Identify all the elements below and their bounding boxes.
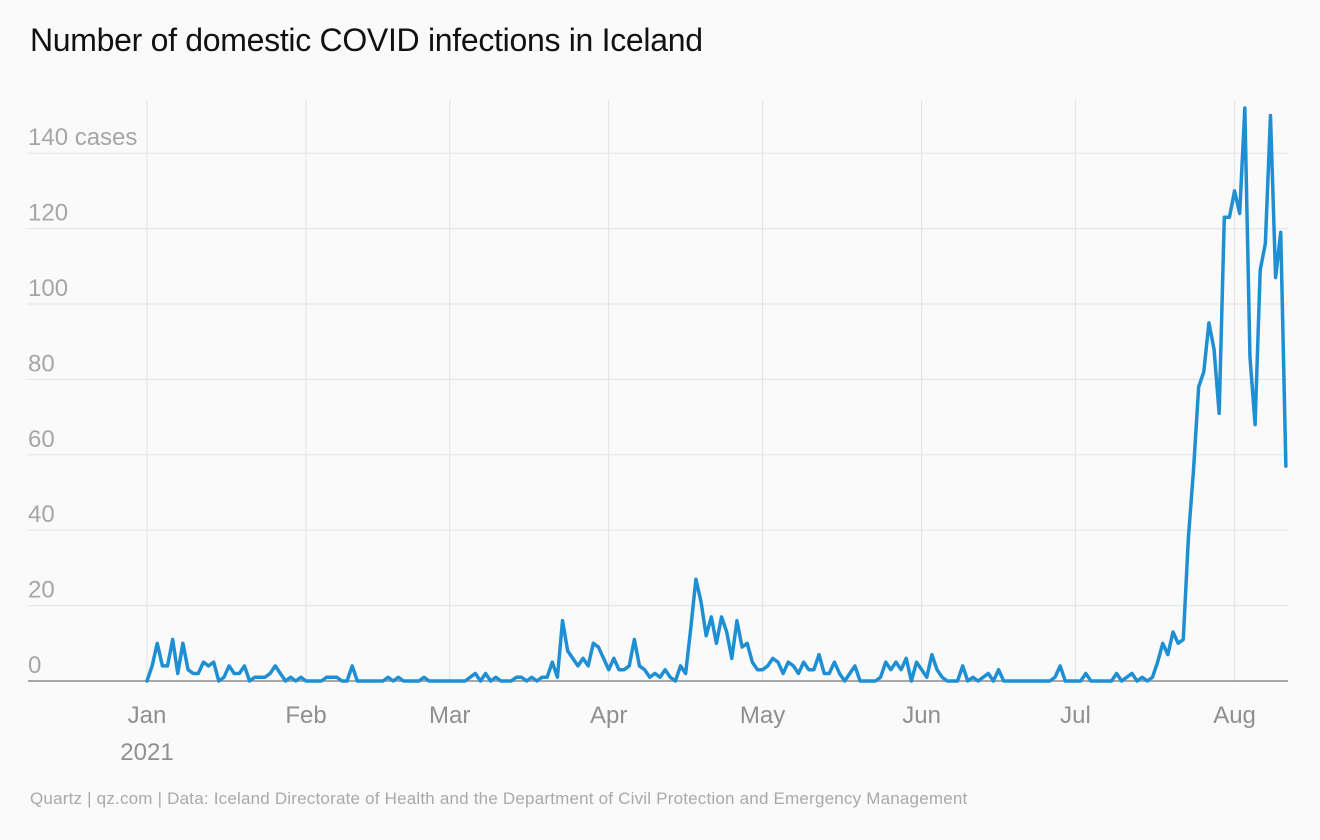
x-tick-label: Feb [285, 702, 326, 729]
series-line-daily-cases [145, 106, 1288, 683]
y-tick-label: 0 [28, 652, 41, 679]
y-tick-label: 40 [28, 501, 55, 528]
y-tick-label: 20 [28, 577, 55, 604]
x-tick-label: Jan [128, 702, 167, 729]
x-tick-label: Jul [1060, 702, 1091, 729]
y-tick-label: 140 cases [28, 124, 137, 151]
x-tick-label: Jun [902, 702, 941, 729]
x-tick-label: Mar [429, 702, 470, 729]
x-tick-label: Apr [590, 702, 627, 729]
y-tick-label: 100 [28, 275, 68, 302]
chart-source-note: Quartz | qz.com | Data: Iceland Director… [30, 789, 968, 808]
y-axis-tick-labels: 0 20 40 60 80 100 120 140 cases [28, 124, 137, 679]
y-tick-label: 120 [28, 200, 68, 227]
x-tick-sublabel: 2021 [120, 739, 173, 766]
x-tick-label: Aug [1213, 702, 1256, 729]
chart-title: Number of domestic COVID infections in I… [30, 22, 703, 58]
x-tick-label: May [740, 702, 785, 729]
y-tick-label: 80 [28, 350, 55, 377]
series-layer [145, 106, 1288, 683]
x-axis-tick-labels: Jan 2021 Feb Mar Apr May Jun Jul Aug [120, 702, 1256, 766]
y-tick-label: 60 [28, 426, 55, 453]
grid-lines [28, 100, 1288, 681]
